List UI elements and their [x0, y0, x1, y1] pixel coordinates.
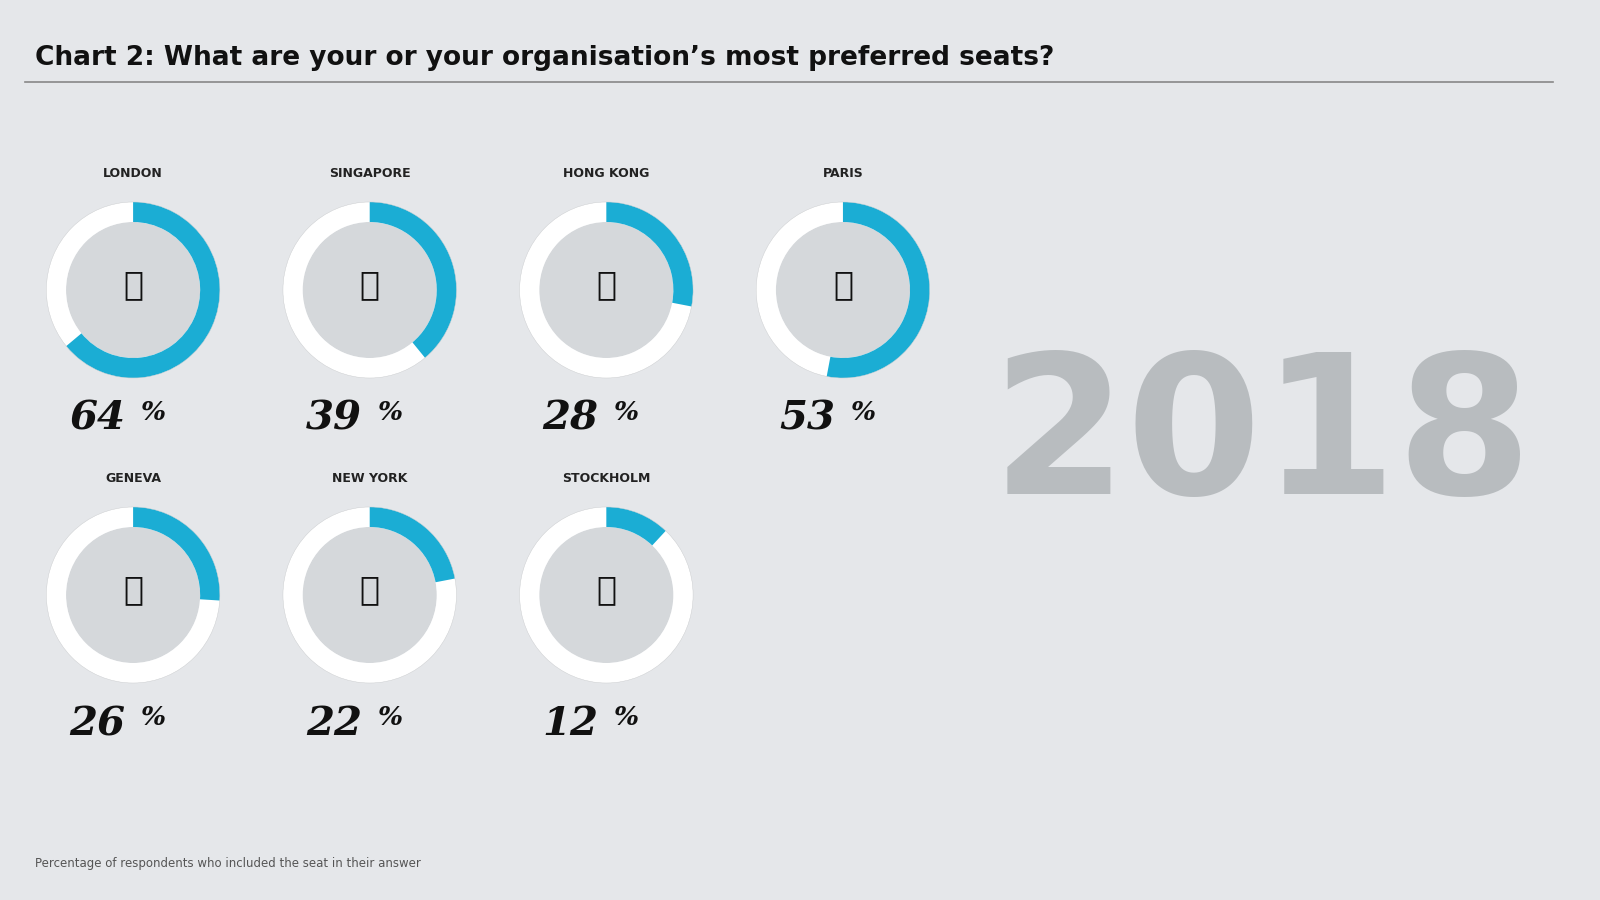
Wedge shape: [46, 507, 219, 683]
Circle shape: [539, 222, 674, 358]
Wedge shape: [370, 202, 456, 358]
Text: ⏰: ⏰: [123, 268, 142, 302]
Wedge shape: [606, 507, 666, 545]
Text: Chart 2: What are your or your organisation’s most preferred seats?: Chart 2: What are your or your organisat…: [35, 45, 1054, 71]
Wedge shape: [827, 202, 930, 378]
Wedge shape: [283, 507, 456, 683]
Text: 12: 12: [542, 705, 598, 743]
Wedge shape: [283, 202, 456, 378]
Wedge shape: [606, 202, 693, 307]
Text: 39: 39: [306, 400, 362, 438]
Text: %: %: [141, 705, 166, 730]
Text: 🏙: 🏙: [597, 268, 616, 302]
Text: 2018: 2018: [992, 346, 1533, 534]
Wedge shape: [133, 507, 219, 600]
Text: %: %: [614, 400, 640, 425]
Circle shape: [66, 222, 200, 358]
Text: 📡: 📡: [597, 573, 616, 607]
Circle shape: [776, 222, 910, 358]
Text: PARIS: PARIS: [822, 167, 864, 180]
Text: Percentage of respondents who included the seat in their answer: Percentage of respondents who included t…: [35, 857, 421, 870]
Circle shape: [539, 527, 674, 663]
Wedge shape: [46, 202, 219, 378]
Text: 🏛: 🏛: [834, 268, 853, 302]
Circle shape: [302, 222, 437, 358]
Text: 64: 64: [69, 400, 125, 438]
Text: SINGAPORE: SINGAPORE: [330, 167, 411, 180]
Wedge shape: [520, 507, 693, 683]
Text: %: %: [851, 400, 875, 425]
Text: NEW YORK: NEW YORK: [333, 472, 408, 485]
Text: STOCKHOLM: STOCKHOLM: [562, 472, 651, 485]
Text: 🦁: 🦁: [360, 268, 379, 302]
Text: 26: 26: [69, 705, 125, 743]
Text: %: %: [141, 400, 166, 425]
Text: 28: 28: [542, 400, 598, 438]
Text: GENEVA: GENEVA: [106, 472, 162, 485]
Text: ⛪: ⛪: [123, 573, 142, 607]
Text: 53: 53: [779, 400, 835, 438]
Circle shape: [302, 527, 437, 663]
Wedge shape: [520, 202, 693, 378]
Circle shape: [66, 527, 200, 663]
Text: LONDON: LONDON: [104, 167, 163, 180]
Text: 22: 22: [306, 705, 362, 743]
Text: 🗽: 🗽: [360, 573, 379, 607]
Text: %: %: [614, 705, 640, 730]
Wedge shape: [66, 202, 219, 378]
Text: %: %: [378, 705, 403, 730]
Text: HONG KONG: HONG KONG: [563, 167, 650, 180]
Wedge shape: [370, 507, 454, 582]
Wedge shape: [757, 202, 930, 378]
Text: %: %: [378, 400, 403, 425]
